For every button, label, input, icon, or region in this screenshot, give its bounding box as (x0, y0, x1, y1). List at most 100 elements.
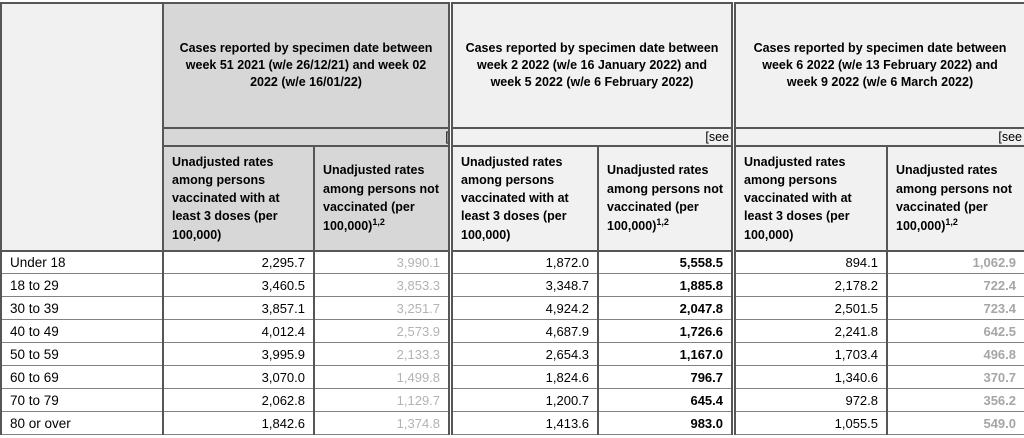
group-header-row: Cases reported by specimen date between … (0, 2, 1024, 252)
group-gap (732, 3, 736, 251)
group3-footnote-clipped: [see (734, 127, 1024, 147)
cell-p1-unvaccinated: 1,129.7 (312, 388, 451, 413)
group-gap (449, 296, 453, 320)
footnote-superscript: 1,2 (656, 216, 669, 227)
colheader-text: Unadjusted rates among persons vaccinate… (461, 155, 569, 242)
table-row: 30 to 39 3,857.1 3,251.7 4,924.2 2,047.8… (0, 296, 1024, 321)
group-gap (732, 388, 736, 412)
cell-p1-unvaccinated: 1,499.8 (312, 365, 451, 390)
cell-p1-vaccinated: 2,062.8 (162, 388, 315, 413)
cell-p3-unvaccinated: 549.0 (886, 411, 1024, 436)
group-gap (732, 411, 736, 435)
cell-p1-vaccinated: 3,070.0 (162, 365, 315, 390)
cell-p2-vaccinated: 4,687.9 (451, 319, 600, 344)
cell-p3-unvaccinated: 1,062.9 (886, 250, 1024, 275)
footnote-text: [see (445, 130, 449, 144)
group-gap (449, 365, 453, 389)
cell-p1-vaccinated: 1,842.6 (162, 411, 315, 436)
cell-p1-unvaccinated: 2,573.9 (312, 319, 451, 344)
group-gap (732, 342, 736, 366)
colheader-text: Unadjusted rates among persons vaccinate… (172, 155, 280, 242)
age-group-label: 60 to 69 (0, 365, 164, 390)
cell-p1-vaccinated: 2,295.7 (162, 250, 315, 275)
cell-p1-unvaccinated: 3,251.7 (312, 296, 451, 321)
table-row: 60 to 69 3,070.0 1,499.8 1,824.6 796.7 1… (0, 365, 1024, 390)
group-gap (732, 296, 736, 320)
cell-p1-unvaccinated: 3,853.3 (312, 273, 451, 298)
cell-p3-vaccinated: 894.1 (734, 250, 889, 275)
group-gap (449, 411, 453, 435)
group-gap (449, 273, 453, 297)
group1-period-header: Cases reported by specimen date between … (161, 2, 451, 129)
cell-p3-unvaccinated: 370.7 (886, 365, 1024, 390)
colheader-text: Unadjusted rates among persons vaccinate… (744, 155, 852, 242)
cell-p1-vaccinated: 3,857.1 (162, 296, 315, 321)
age-group-label: 70 to 79 (0, 388, 164, 413)
group-gap (732, 319, 736, 343)
group3-period-header: Cases reported by specimen date between … (734, 2, 1024, 129)
colheader-vaccinated-period1: Unadjusted rates among persons vaccinate… (162, 145, 315, 252)
age-group-label: 30 to 39 (0, 296, 164, 321)
cell-p2-vaccinated: 1,872.0 (451, 250, 600, 275)
group-gap (449, 388, 453, 412)
cell-p2-unvaccinated: 5,558.5 (597, 250, 734, 275)
cell-p1-vaccinated: 3,460.5 (162, 273, 315, 298)
cell-p3-unvaccinated: 723.4 (886, 296, 1024, 321)
colheader-unvaccinated-period3: Unadjusted rates among persons not vacci… (886, 145, 1024, 252)
cell-p2-unvaccinated: 1,167.0 (597, 342, 734, 367)
cell-p2-vaccinated: 1,413.6 (451, 411, 600, 436)
cell-p3-vaccinated: 1,340.6 (734, 365, 889, 390)
cell-p3-unvaccinated: 722.4 (886, 273, 1024, 298)
colheader-text: Unadjusted rates among persons not vacci… (323, 163, 439, 234)
colheader-unvaccinated-period2: Unadjusted rates among persons not vacci… (597, 145, 734, 252)
cell-p2-unvaccinated: 796.7 (597, 365, 734, 390)
cell-p2-vaccinated: 3,348.7 (451, 273, 600, 298)
footnote-superscript: 1,2 (372, 216, 385, 227)
cell-p2-vaccinated: 1,200.7 (451, 388, 600, 413)
column-header-row: Unadjusted rates among persons vaccinate… (1, 145, 1024, 252)
group-gap (449, 3, 453, 251)
group-gap (732, 250, 736, 274)
cell-p2-unvaccinated: 645.4 (597, 388, 734, 413)
age-group-label: 18 to 29 (0, 273, 164, 298)
table-row: 80 or over 1,842.6 1,374.8 1,413.6 983.0… (0, 411, 1024, 436)
group2-footnote-clipped: [see (451, 127, 734, 147)
cell-p3-vaccinated: 1,055.5 (734, 411, 889, 436)
age-group-label: 50 to 59 (0, 342, 164, 367)
cell-p3-vaccinated: 2,501.5 (734, 296, 889, 321)
age-group-label: Under 18 (0, 250, 164, 275)
cell-p3-vaccinated: 2,178.2 (734, 273, 889, 298)
colheader-text: Unadjusted rates among persons not vacci… (607, 163, 723, 234)
table-row: 18 to 29 3,460.5 3,853.3 3,348.7 1,885.8… (0, 273, 1024, 298)
footnote-row: [see [see [see (1, 127, 1024, 147)
cell-p1-unvaccinated: 1,374.8 (312, 411, 451, 436)
cell-p2-unvaccinated: 2,047.8 (597, 296, 734, 321)
corner-cell (0, 2, 164, 252)
group-gap (449, 319, 453, 343)
group-gap (732, 365, 736, 389)
cell-p3-unvaccinated: 642.5 (886, 319, 1024, 344)
cell-p3-unvaccinated: 356.2 (886, 388, 1024, 413)
cell-p3-vaccinated: 972.8 (734, 388, 889, 413)
colheader-text: Unadjusted rates among persons not vacci… (896, 163, 1012, 234)
colheader-vaccinated-period3: Unadjusted rates among persons vaccinate… (734, 145, 889, 252)
table-row: 50 to 59 3,995.9 2,133.3 2,654.3 1,167.0… (0, 342, 1024, 367)
cell-p2-vaccinated: 2,654.3 (451, 342, 600, 367)
table-row: 40 to 49 4,012.4 2,573.9 4,687.9 1,726.6… (0, 319, 1024, 344)
cell-p2-unvaccinated: 983.0 (597, 411, 734, 436)
cell-p1-vaccinated: 4,012.4 (162, 319, 315, 344)
cell-p1-unvaccinated: 2,133.3 (312, 342, 451, 367)
cell-p1-vaccinated: 3,995.9 (162, 342, 315, 367)
age-group-label: 80 or over (0, 411, 164, 436)
cell-p3-vaccinated: 1,703.4 (734, 342, 889, 367)
cell-p2-vaccinated: 1,824.6 (451, 365, 600, 390)
cell-p3-vaccinated: 2,241.8 (734, 319, 889, 344)
cell-p2-unvaccinated: 1,885.8 (597, 273, 734, 298)
age-group-label: 40 to 49 (0, 319, 164, 344)
cell-p3-unvaccinated: 496.8 (886, 342, 1024, 367)
group-gap (449, 250, 453, 274)
table-row: 70 to 79 2,062.8 1,129.7 1,200.7 645.4 9… (0, 388, 1024, 413)
cell-p2-vaccinated: 4,924.2 (451, 296, 600, 321)
cell-p1-unvaccinated: 3,990.1 (312, 250, 451, 275)
